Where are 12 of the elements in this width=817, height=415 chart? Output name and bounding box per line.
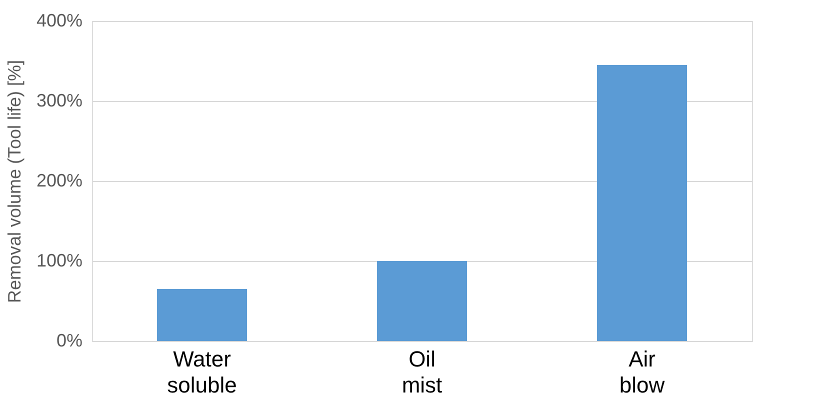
bar <box>157 289 247 341</box>
y-axis-title: Removal volume (Tool life) [%] <box>4 60 24 304</box>
x-tick-label: Air blow <box>619 346 665 398</box>
y-tick-label: 100% <box>36 250 82 270</box>
x-tick-label: Water soluble <box>167 346 237 398</box>
y-tick-label: 0% <box>56 330 82 350</box>
y-tick-label: 300% <box>36 90 82 110</box>
bar <box>597 65 687 341</box>
y-tick-label: 400% <box>36 10 82 30</box>
y-tick-label: 200% <box>36 170 82 190</box>
x-tick-label: Oil mist <box>402 346 442 398</box>
bar <box>377 261 467 341</box>
